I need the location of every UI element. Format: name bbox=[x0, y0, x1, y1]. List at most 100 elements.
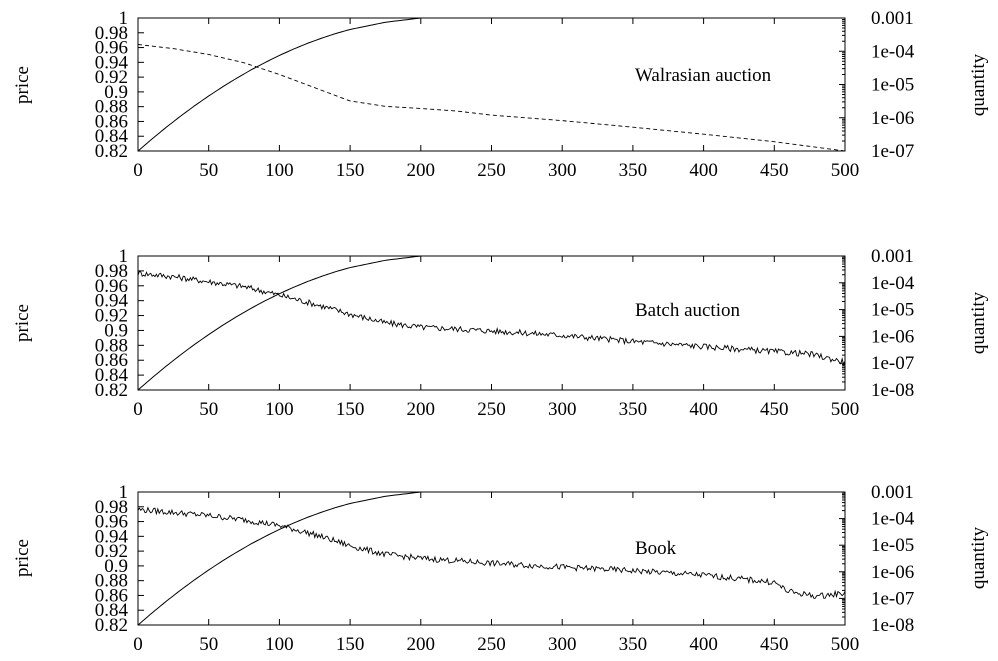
price-series bbox=[137, 491, 845, 626]
x-tick-label: 500 bbox=[831, 399, 860, 420]
x-tick-label: 100 bbox=[265, 634, 294, 655]
x-tick-label: 400 bbox=[689, 634, 718, 655]
y-tick-label: 0.86 bbox=[95, 111, 128, 132]
x-tick-label: 100 bbox=[265, 160, 294, 181]
y2-tick-label: 1e-08 bbox=[871, 380, 914, 401]
panel-book: 0 50 100 150 200 250 300 350 400 450 5000.820.840.… bbox=[12, 482, 989, 655]
y-tick-label: 1 bbox=[119, 8, 129, 29]
x-tick-label: 300 bbox=[548, 160, 577, 181]
y-tick-label: 0.96 bbox=[95, 512, 128, 533]
quantity-series bbox=[137, 270, 846, 367]
x-tick-label: 300 bbox=[548, 399, 577, 420]
x-tick-label: 50 bbox=[199, 160, 218, 181]
y-axis-label: price bbox=[12, 539, 33, 577]
panel-batch-auction: 0 50 100 150 200 250 300 350 400 450 5000.820.840.… bbox=[12, 246, 989, 420]
x-tick-label: 200 bbox=[407, 160, 436, 181]
y-tick-label: 0.9 bbox=[104, 320, 128, 341]
x-tick-label: 350 bbox=[619, 160, 648, 181]
x-tick-label: 450 bbox=[760, 399, 789, 420]
y-tick-label: 0.86 bbox=[95, 350, 128, 371]
quantity-series bbox=[137, 506, 846, 599]
x-tick-label: 450 bbox=[760, 160, 789, 181]
x-tick-label: 150 bbox=[336, 160, 365, 181]
tick-group: 0 50 100 150 200 250 300 350 400 450 5000.820.840.… bbox=[95, 8, 915, 181]
y-tick-label: 0.84 bbox=[95, 600, 129, 621]
x-tick-label: 250 bbox=[477, 634, 506, 655]
y-tick-label: 0.82 bbox=[95, 380, 128, 401]
y2-tick-label: 1e-06 bbox=[871, 108, 914, 129]
y-tick-label: 0.98 bbox=[95, 261, 128, 282]
x-tick-label: 250 bbox=[477, 399, 506, 420]
y-tick-label: 0.94 bbox=[95, 526, 129, 547]
y2-axis-label: quantity bbox=[968, 526, 989, 589]
y2-tick-label: 1e-07 bbox=[871, 353, 914, 374]
x-tick-label: 350 bbox=[619, 399, 648, 420]
y-tick-label: 0.9 bbox=[104, 556, 128, 577]
y2-tick-label: 1e-08 bbox=[871, 615, 914, 636]
panel-title: Book bbox=[635, 538, 677, 559]
price-series bbox=[137, 17, 845, 152]
x-tick-label: 200 bbox=[407, 634, 436, 655]
y-tick-label: 0.82 bbox=[95, 141, 128, 162]
y-tick-label: 1 bbox=[119, 482, 129, 503]
y-tick-label: 0.88 bbox=[95, 97, 128, 118]
quantity-series bbox=[137, 44, 846, 152]
x-tick-label: 300 bbox=[548, 634, 577, 655]
y-tick-label: 0.92 bbox=[95, 306, 128, 327]
y2-tick-label: 0.001 bbox=[871, 8, 914, 29]
y-tick-label: 0.92 bbox=[95, 67, 128, 88]
series-group bbox=[137, 255, 846, 391]
y2-tick-label: 0.001 bbox=[871, 482, 914, 503]
y2-tick-label: 0.001 bbox=[871, 246, 914, 267]
y-tick-label: 1 bbox=[119, 246, 129, 267]
series-group bbox=[137, 491, 846, 626]
y2-tick-label: 1e-05 bbox=[871, 300, 914, 321]
y-tick-label: 0.92 bbox=[95, 541, 128, 562]
plot-frame bbox=[137, 491, 846, 626]
y2-tick-label: 1e-06 bbox=[871, 562, 914, 583]
y2-tick-label: 1e-07 bbox=[871, 588, 914, 609]
x-tick-label: 500 bbox=[831, 160, 860, 181]
x-tick-label: 250 bbox=[477, 160, 506, 181]
panel-title: Walrasian auction bbox=[635, 65, 772, 86]
y2-axis-label: quantity bbox=[968, 291, 989, 354]
x-tick-label: 50 bbox=[199, 634, 218, 655]
y-tick-label: 0.98 bbox=[95, 497, 128, 518]
x-tick-label: 200 bbox=[407, 399, 436, 420]
tick-group: 0 50 100 150 200 250 300 350 400 450 5000.820.840.… bbox=[95, 246, 915, 420]
x-tick-label: 0 bbox=[133, 634, 143, 655]
x-tick-label: 450 bbox=[760, 634, 789, 655]
x-tick-label: 150 bbox=[336, 634, 365, 655]
y-axis-label: price bbox=[12, 304, 33, 342]
y2-tick-label: 1e-07 bbox=[871, 141, 914, 162]
y2-tick-label: 1e-04 bbox=[871, 509, 915, 530]
tick-group: 0 50 100 150 200 250 300 350 400 450 5000.820.840.… bbox=[95, 482, 915, 655]
x-tick-label: 500 bbox=[831, 634, 860, 655]
plot-frame bbox=[137, 255, 846, 391]
x-tick-label: 100 bbox=[265, 399, 294, 420]
x-tick-label: 350 bbox=[619, 634, 648, 655]
y2-tick-label: 1e-05 bbox=[871, 75, 914, 96]
x-tick-label: 400 bbox=[689, 399, 718, 420]
y-tick-label: 0.84 bbox=[95, 126, 129, 147]
y2-tick-label: 1e-05 bbox=[871, 535, 914, 556]
y-tick-label: 0.98 bbox=[95, 23, 128, 44]
y2-tick-label: 1e-04 bbox=[871, 41, 915, 62]
x-tick-label: 0 bbox=[133, 160, 143, 181]
y-tick-label: 0.94 bbox=[95, 52, 129, 73]
y-tick-label: 0.86 bbox=[95, 585, 128, 606]
y-tick-label: 0.96 bbox=[95, 276, 128, 297]
panel-title: Batch auction bbox=[635, 300, 740, 321]
y2-tick-label: 1e-06 bbox=[871, 326, 914, 347]
y2-tick-label: 1e-04 bbox=[871, 273, 915, 294]
price-series bbox=[137, 255, 845, 391]
x-tick-label: 150 bbox=[336, 399, 365, 420]
y-tick-label: 0.9 bbox=[104, 82, 128, 103]
x-tick-label: 0 bbox=[133, 399, 143, 420]
y2-axis-label: quantity bbox=[968, 53, 989, 116]
y-tick-label: 0.88 bbox=[95, 335, 128, 356]
x-tick-label: 50 bbox=[199, 399, 218, 420]
panel-walrasian: 0 50 100 150 200 250 300 350 400 450 5000.820.840.… bbox=[12, 8, 989, 181]
y-axis-label: price bbox=[12, 66, 33, 104]
